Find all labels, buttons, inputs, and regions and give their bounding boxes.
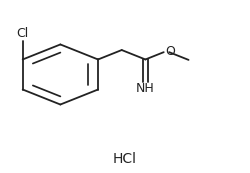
Text: Cl: Cl xyxy=(16,27,29,40)
Text: NH: NH xyxy=(136,83,155,95)
Text: HCl: HCl xyxy=(113,152,137,166)
Text: O: O xyxy=(165,45,175,58)
